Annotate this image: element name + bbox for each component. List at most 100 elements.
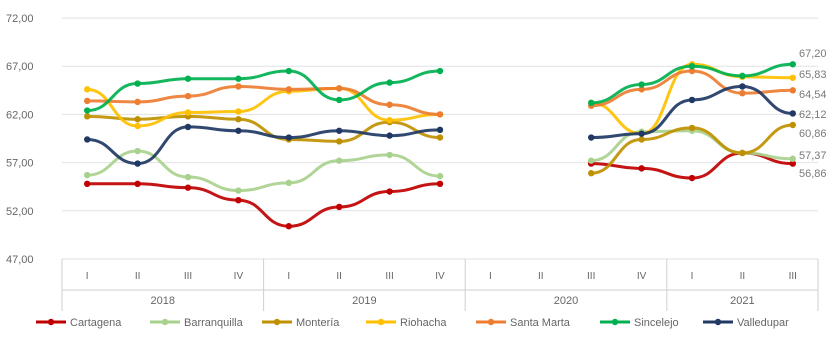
data-point	[336, 127, 343, 134]
legend-label: Cartagena	[70, 317, 122, 329]
chart-series	[84, 61, 796, 230]
data-point	[336, 157, 343, 164]
data-point	[285, 134, 292, 141]
data-point	[84, 97, 91, 105]
legend-item: Cartagena	[36, 317, 122, 329]
x-tick-label: IV	[637, 271, 647, 282]
x-tick-label: II	[538, 271, 544, 282]
legend-swatch-marker	[161, 318, 169, 326]
data-point	[638, 130, 645, 137]
data-point	[184, 92, 192, 100]
data-point	[336, 138, 343, 145]
legend-item: Riohacha	[366, 317, 447, 329]
data-point	[688, 124, 696, 132]
x-tick-label: I	[287, 271, 290, 282]
data-point	[184, 184, 192, 191]
x-tick-label: II	[740, 271, 746, 282]
data-point	[184, 75, 192, 82]
data-point	[436, 172, 444, 180]
data-point	[688, 62, 696, 70]
y-tick-label: 62,00	[6, 109, 34, 121]
x-tick-label: III	[587, 271, 595, 282]
y-tick-label: 47,00	[6, 254, 34, 266]
data-point	[336, 203, 343, 211]
data-point	[84, 86, 91, 93]
year-label: 2018	[151, 295, 175, 307]
series-line	[85, 182, 442, 228]
data-point	[386, 188, 393, 195]
data-point	[184, 123, 192, 131]
data-point	[638, 81, 645, 88]
x-tick-label: II	[336, 271, 342, 282]
data-point	[84, 171, 91, 179]
end-value-label: 65,83	[799, 69, 827, 81]
legend-swatch-marker	[714, 318, 722, 326]
year-label: 2019	[352, 295, 376, 307]
data-point	[638, 165, 645, 172]
x-tick-label: III	[385, 271, 393, 282]
legend-label: Sincelejo	[634, 317, 679, 329]
data-point	[84, 136, 91, 143]
y-axis-ticks: 72,00 67,00 62,00 57,00 52,00 47,00	[6, 13, 34, 266]
end-value-label: 62,12	[799, 109, 827, 121]
data-point	[386, 101, 393, 108]
data-point	[336, 85, 343, 92]
data-point	[789, 61, 796, 68]
series-cartagena	[84, 149, 796, 230]
year-label: 2021	[730, 295, 754, 307]
end-value-label: 60,86	[799, 128, 827, 140]
year-label: 2020	[554, 295, 578, 307]
legend-item: Sincelejo	[600, 317, 679, 329]
legend-item: Barranquilla	[150, 317, 244, 329]
series-valledupar	[84, 83, 796, 167]
data-point	[235, 108, 242, 115]
data-point	[588, 157, 595, 164]
data-point	[235, 187, 242, 194]
data-point	[436, 67, 444, 75]
legend-item: Valledupar	[703, 317, 789, 329]
series-sincelejo	[84, 61, 796, 114]
data-point	[134, 116, 141, 123]
data-point	[588, 134, 595, 141]
data-point	[134, 147, 141, 155]
series-line	[589, 151, 795, 180]
data-point	[134, 98, 141, 106]
data-point	[436, 111, 444, 118]
data-point	[739, 83, 746, 90]
series-line	[85, 84, 442, 116]
data-point	[638, 136, 645, 143]
data-point	[436, 180, 444, 188]
legend-swatch-marker	[377, 318, 385, 326]
legend-label: Santa Marta	[510, 317, 571, 329]
data-point	[789, 155, 796, 162]
data-point	[739, 149, 746, 157]
data-point	[235, 83, 242, 90]
data-point	[789, 160, 796, 167]
data-point	[386, 132, 393, 139]
data-point	[789, 121, 796, 129]
legend-label: Montería	[296, 317, 340, 329]
y-tick-label: 72,00	[6, 13, 34, 25]
data-point	[688, 96, 696, 104]
end-value-label: 56,86	[799, 168, 827, 180]
data-point	[84, 107, 91, 114]
data-point	[588, 170, 595, 177]
data-point	[235, 116, 242, 123]
legend-swatch-marker	[487, 318, 495, 326]
data-point	[386, 116, 393, 124]
x-tick-label: II	[135, 271, 141, 282]
end-value-label: 57,37	[799, 150, 827, 162]
legend-label: Valledupar	[737, 317, 789, 329]
data-point	[386, 151, 393, 159]
data-point	[688, 174, 696, 182]
data-point	[235, 75, 242, 82]
legend-swatch-marker	[47, 318, 55, 326]
x-tick-label: III	[184, 271, 192, 282]
data-point	[184, 173, 192, 181]
series-end-labels: 67,20 65,83 64,54 62,12 60,86 57,37 56,86	[799, 48, 827, 180]
data-point	[84, 180, 91, 188]
data-point	[134, 160, 141, 167]
y-tick-label: 52,00	[6, 206, 34, 218]
